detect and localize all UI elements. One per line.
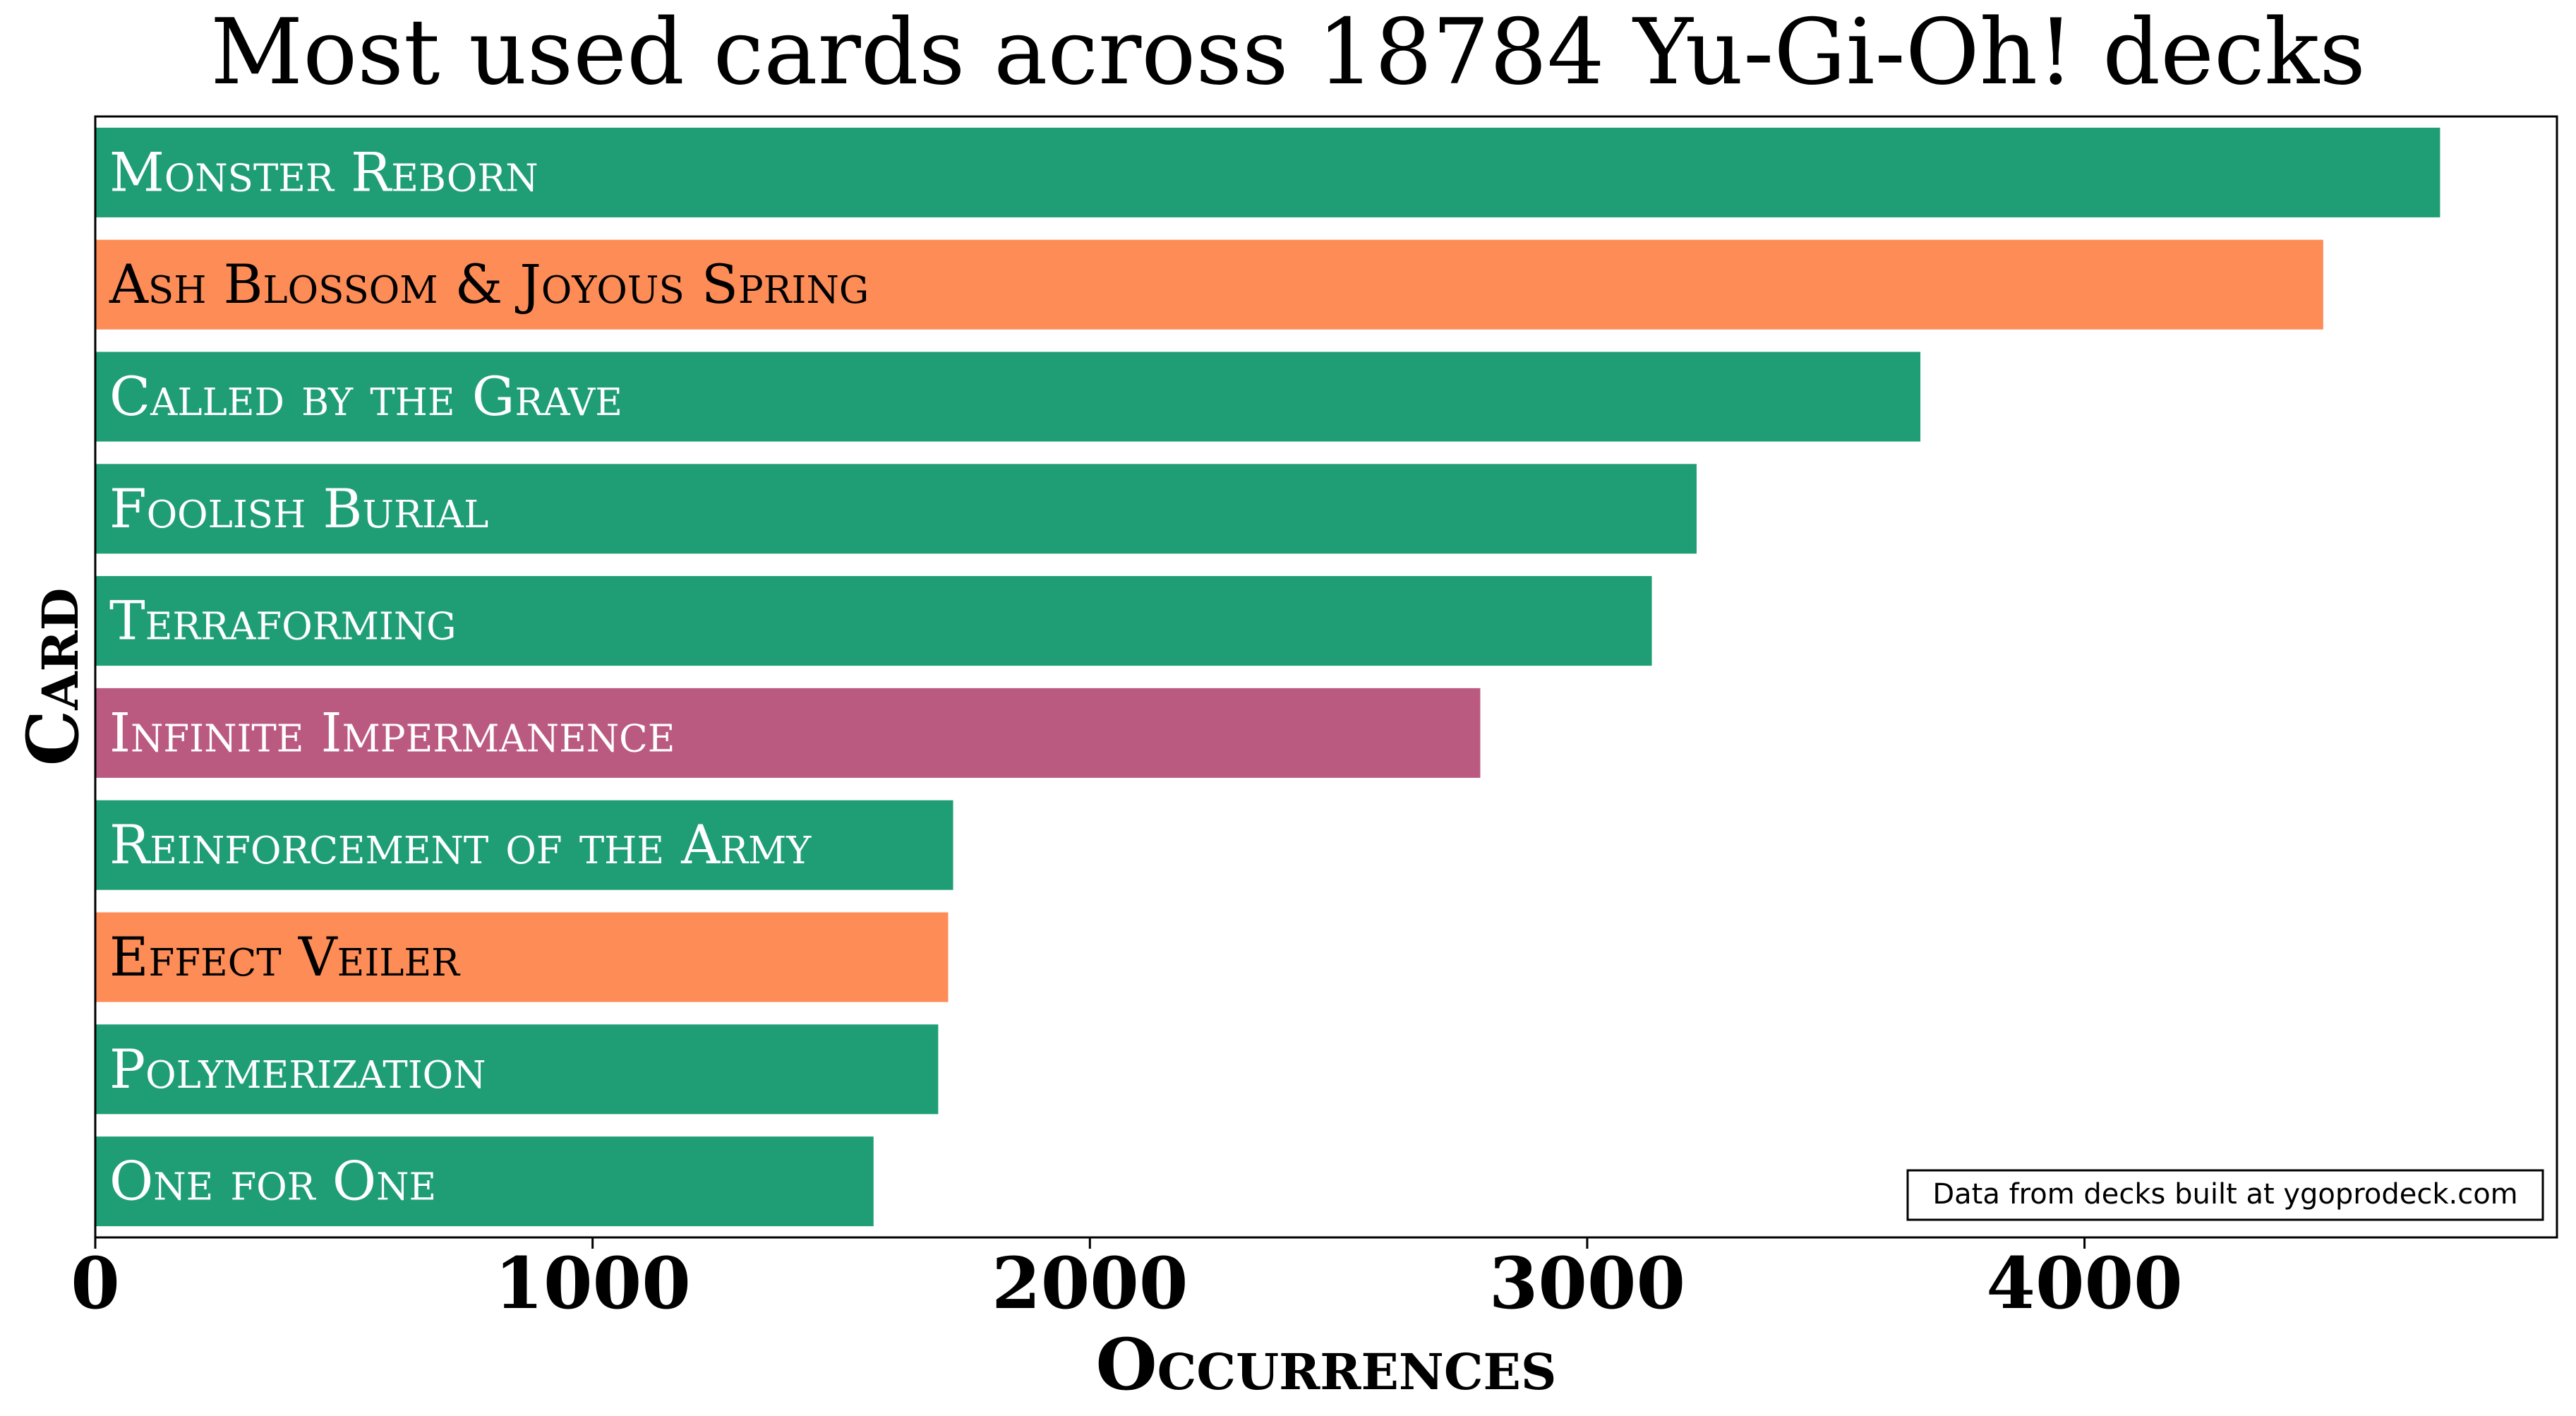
bar-label: Effect Veiler [109,925,461,988]
x-tick-label: 0 [71,1242,120,1325]
bar-label: One for One [109,1150,436,1213]
bar [95,688,1481,778]
bar [95,800,953,890]
x-tick-label: 2000 [992,1242,1188,1325]
bar [95,576,1652,666]
source-note-box [1906,1169,2544,1221]
bar [95,127,2440,217]
bars-group [95,127,2440,1227]
bar-label: Terraforming [109,589,457,652]
bar-label: Monster Reborn [109,140,538,203]
bar-label: Foolish Burial [109,477,488,540]
x-tick-label: 4000 [1986,1242,2182,1325]
x-ticks-group: 0 1000 2000 3000 4000 [71,1237,2183,1325]
source-note: Data from decks built at ygoprodeck.com [1906,1169,2544,1221]
y-axis-label: Card [11,588,95,767]
chart-title: Most used cards across 18784 Yu-Gi-Oh! d… [210,0,2366,105]
bar [95,352,1921,442]
bar-label: Called by the Grave [109,365,622,428]
x-tick-label: 3000 [1489,1242,1685,1325]
bar [95,1136,874,1227]
x-axis-label: Occurrences [1096,1323,1557,1406]
plot-frame [94,115,2558,1239]
bar-labels-group: Monster Reborn Ash Blossom & Joyous Sprin… [109,140,869,1212]
bar [95,1024,939,1115]
bar-label: Reinforcement of the Army [109,813,812,876]
source-note-text: Data from decks built at ygoprodeck.com [1932,1178,2517,1211]
bar-label: Infinite Impermanence [109,701,675,764]
bar [95,239,2323,330]
bar [95,912,949,1002]
bar-label: Polymerization [109,1038,486,1100]
x-tick-label: 1000 [494,1242,690,1325]
bar [95,464,1697,554]
bar-label: Ash Blossom & Joyous Spring [109,253,869,316]
